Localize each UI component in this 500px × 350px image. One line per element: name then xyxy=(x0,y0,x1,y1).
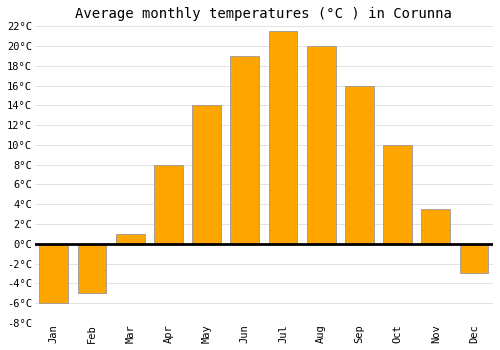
Bar xyxy=(154,165,182,244)
Bar xyxy=(192,105,221,244)
Bar xyxy=(307,46,336,244)
Bar xyxy=(345,86,374,244)
Bar xyxy=(230,56,259,244)
Bar xyxy=(40,244,68,303)
Bar xyxy=(78,244,106,293)
Bar xyxy=(422,209,450,244)
Bar xyxy=(116,234,144,244)
Bar xyxy=(383,145,412,244)
Bar xyxy=(268,31,298,244)
Bar xyxy=(460,244,488,273)
Title: Average monthly temperatures (°C ) in Corunna: Average monthly temperatures (°C ) in Co… xyxy=(76,7,452,21)
